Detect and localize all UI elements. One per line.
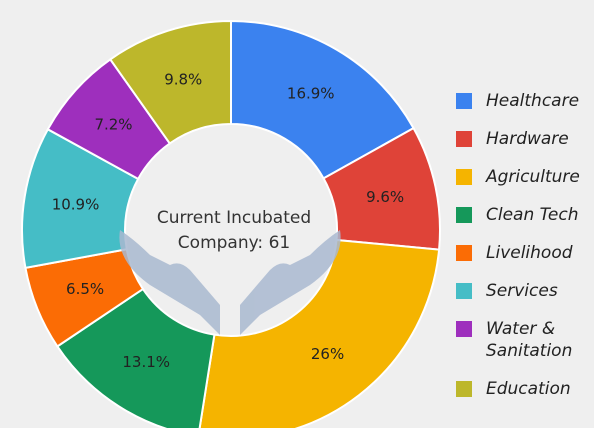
legend-swatch [456, 283, 472, 299]
legend-label: Healthcare [486, 91, 580, 111]
value-label: 13.1% [122, 353, 170, 371]
donut-slice [198, 238, 441, 428]
legend-label: Hardware [486, 129, 569, 149]
legend-label: Education [486, 379, 571, 399]
center-text: Company: 61 [178, 233, 290, 253]
legend-swatch [456, 207, 472, 223]
value-label: 9.8% [164, 70, 202, 88]
value-label: 9.6% [366, 188, 404, 206]
legend-item: Agriculture [456, 166, 594, 188]
legend-label: Water & Sanitation [486, 319, 573, 361]
legend-item: Education [456, 378, 594, 400]
donut-slice [108, 19, 232, 145]
donut-slice [230, 19, 415, 180]
value-label: 16.9% [287, 85, 335, 103]
value-label: 7.2% [94, 116, 132, 134]
legend-item: Livelihood [456, 242, 594, 264]
legend-swatch [456, 245, 472, 261]
value-label: 10.9% [52, 195, 100, 213]
legend-swatch [456, 131, 472, 147]
center-text: Current Incubated [157, 208, 311, 228]
legend-label: Clean Tech [486, 205, 579, 225]
value-label: 6.5% [66, 280, 104, 298]
legend-item: Hardware [456, 128, 594, 150]
legend-label: Services [486, 281, 558, 301]
legend-item: Healthcare [456, 90, 594, 112]
legend-label: Agriculture [486, 167, 580, 187]
legend-item: Water & Sanitation [456, 318, 594, 362]
legend-label: Livelihood [486, 243, 573, 263]
value-label: 26% [311, 345, 344, 363]
legend-item: Clean Tech [456, 204, 594, 226]
hands-icon [119, 230, 341, 335]
legend-item: Services [456, 280, 594, 302]
legend-swatch [456, 381, 472, 397]
legend-swatch [456, 93, 472, 109]
legend-swatch [456, 321, 472, 337]
legend: Healthcare Hardware Agriculture Clean Tech L… [456, 90, 594, 416]
legend-swatch [456, 169, 472, 185]
